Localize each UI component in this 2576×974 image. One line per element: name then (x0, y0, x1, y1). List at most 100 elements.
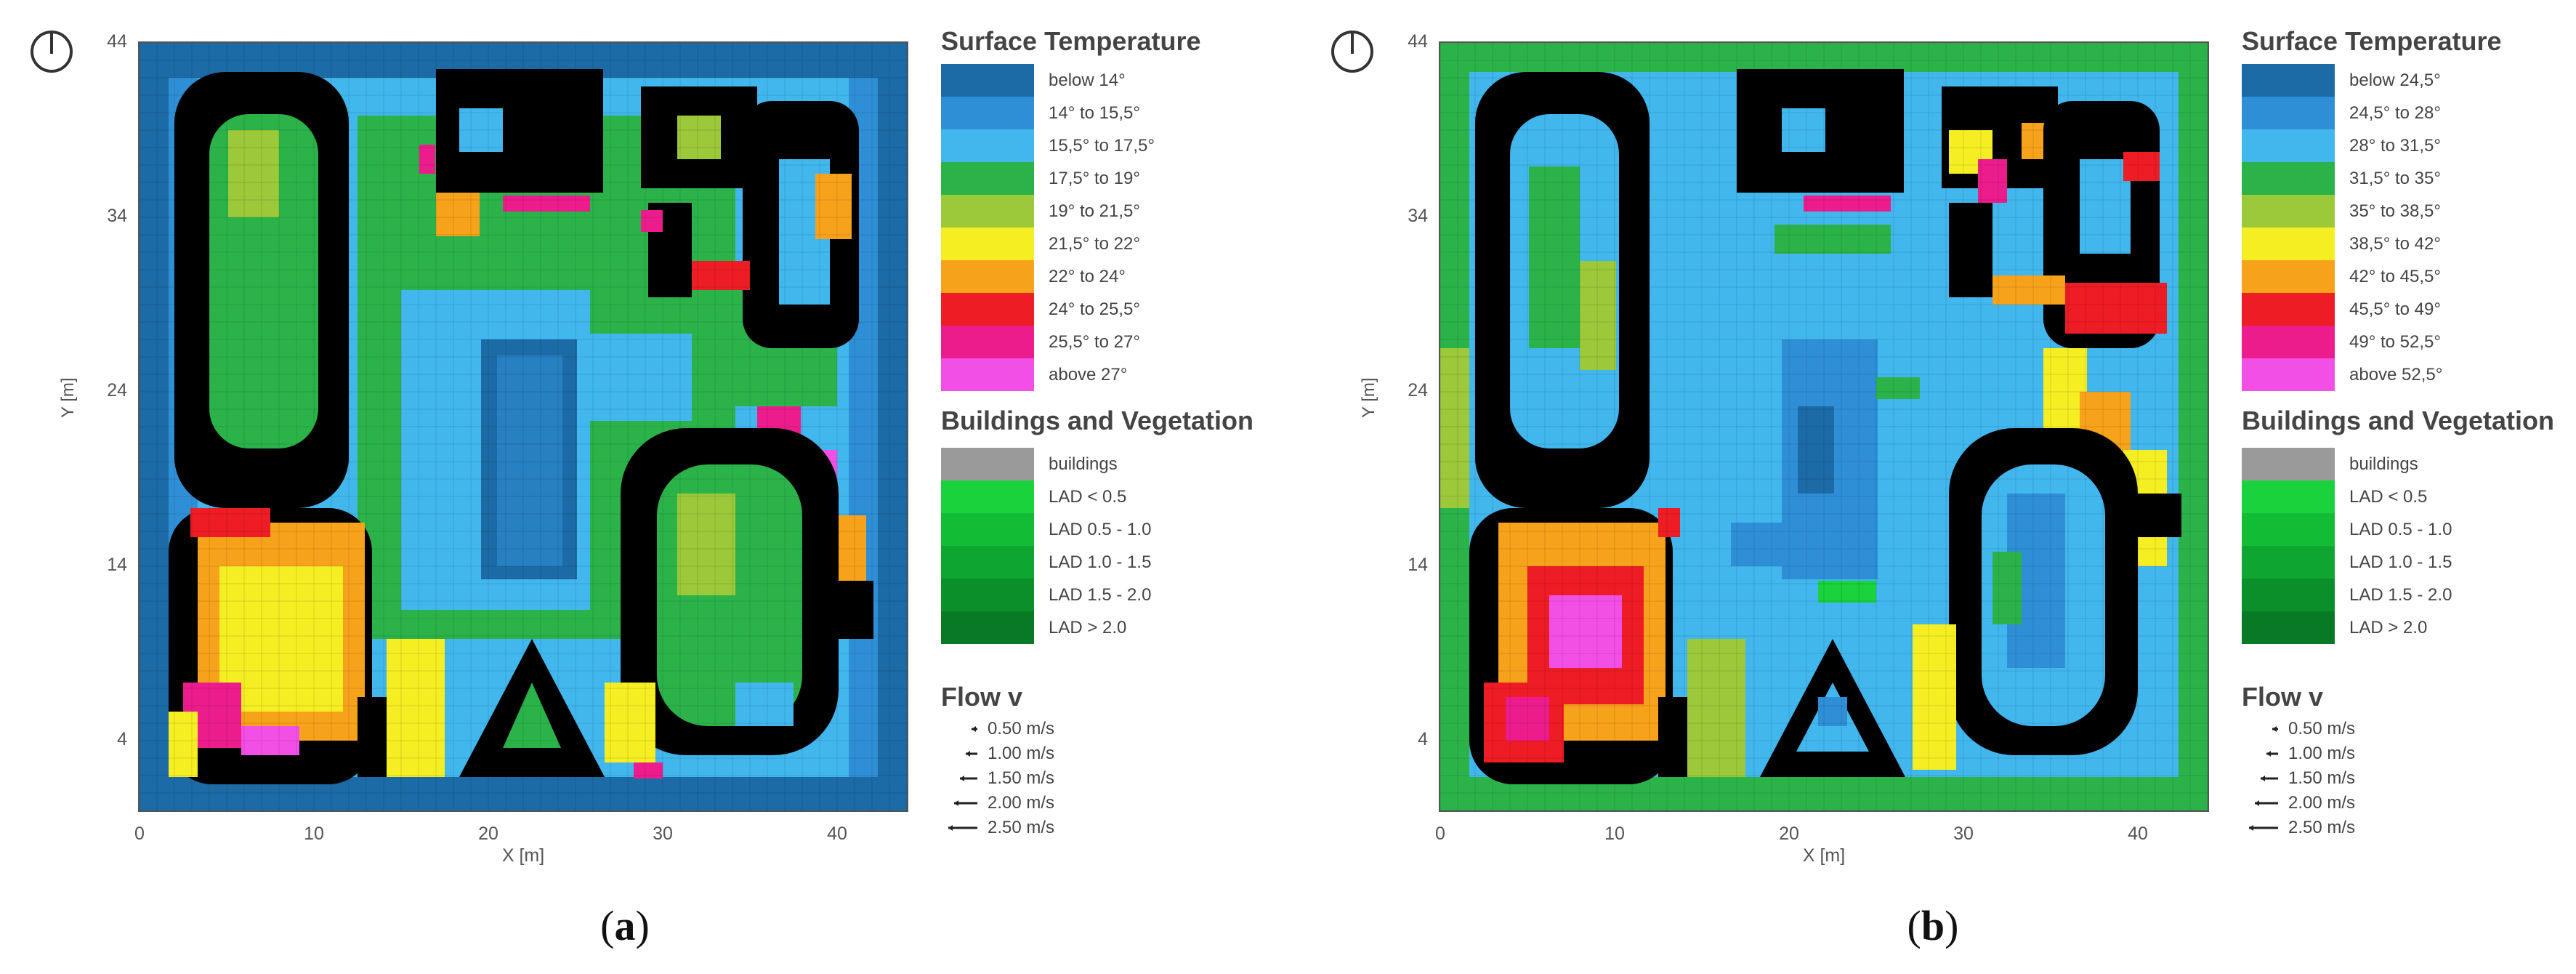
x-tick: 20 (478, 824, 498, 844)
flow-class-label: 0.50 m/s (988, 719, 1055, 738)
temperature-class: 45,5° to 49° (2242, 293, 2576, 326)
temperature-class: 24,5° to 28° (2242, 97, 2576, 129)
temperature-class: 24° to 25,5° (941, 293, 1283, 326)
temperature-swatch (941, 228, 1034, 260)
y-tick: 24 (107, 380, 127, 401)
flow-legend: 0.50 m/s 1.00 m/s 1.50 m/s 2.00 m/s 2.50 m/s (948, 717, 1283, 840)
flow-class: 1.00 m/s (2249, 741, 2576, 766)
temperature-swatch (2242, 129, 2335, 162)
vegetation-class-label: LAD 1.5 - 2.0 (1049, 584, 1152, 605)
temperature-class-label: above 52,5° (2349, 364, 2443, 385)
temperature-legend-title: Surface Temperature (2242, 26, 2502, 56)
flow-class-label: 2.50 m/s (988, 818, 1055, 837)
vegetation-class-label: LAD 1.0 - 1.5 (1049, 552, 1152, 572)
temperature-swatch (941, 195, 1034, 228)
temperature-class-label: 14° to 15,5° (1049, 102, 1140, 123)
vegetation-legend: buildings LAD < 0.5 LAD 0.5 - 1.0 LAD 1.0 -… (2242, 448, 2576, 644)
temperature-class-label: 38,5° to 42° (2349, 233, 2441, 254)
x-tick: 40 (827, 824, 847, 844)
temperature-class: 14° to 15,5° (941, 97, 1283, 129)
temperature-swatch (2242, 64, 2335, 97)
flow-arrow-icon (2266, 751, 2278, 757)
y-tick: 14 (1408, 555, 1428, 575)
flow-class-label: 1.50 m/s (2288, 768, 2356, 788)
vegetation-swatch (941, 546, 1034, 579)
vegetation-swatch (941, 611, 1034, 644)
vegetation-swatch (2242, 546, 2335, 579)
vegetation-legend-title: Buildings and Vegetation (941, 406, 1254, 435)
temperature-swatch (2242, 260, 2335, 293)
temperature-legend-title: Surface Temperature (941, 26, 1201, 56)
temperature-swatch (2242, 228, 2335, 260)
vegetation-class-label: LAD < 0.5 (1049, 486, 1127, 507)
flow-arrow-icon (2255, 800, 2278, 806)
vegetation-class-label: LAD > 2.0 (2349, 617, 2428, 637)
temperature-swatch (941, 162, 1034, 195)
legend-a: Surface Temperature below 14° 14° to 15,5… (941, 26, 1283, 840)
temperature-class-label: 45,5° to 49° (2349, 299, 2441, 319)
temperature-class-label: 25,5° to 27° (1049, 331, 1140, 352)
vegetation-swatch (2242, 611, 2335, 644)
temperature-class: above 27° (941, 358, 1283, 391)
temperature-class: below 14° (941, 64, 1283, 97)
vegetation-class: LAD 1.0 - 1.5 (941, 546, 1283, 579)
temperature-class: below 24,5° (2242, 64, 2576, 97)
flow-class: 2.00 m/s (2249, 791, 2576, 816)
flow-class: 1.00 m/s (948, 741, 1283, 766)
temperature-class: 31,5° to 35° (2242, 162, 2576, 195)
temperature-swatch (941, 326, 1034, 358)
temperature-class: 22° to 24° (941, 260, 1283, 293)
vegetation-class: LAD 0.5 - 1.0 (2242, 513, 2576, 546)
flow-class-label: 0.50 m/s (2288, 719, 2356, 738)
temperature-swatch (941, 129, 1034, 162)
x-axis-label: X [m] (1802, 845, 1846, 866)
temperature-class-label: below 24,5° (2349, 70, 2441, 90)
flow-class: 1.50 m/s (948, 766, 1283, 791)
vegetation-class-label: buildings (2349, 454, 2418, 474)
temperature-class: 42° to 45,5° (2242, 260, 2576, 293)
flow-arrow-icon (954, 800, 977, 806)
north-arrow-icon (1331, 31, 1373, 73)
vegetation-swatch (941, 579, 1034, 611)
north-arrow-icon (31, 31, 73, 73)
temperature-class: 21,5° to 22° (941, 228, 1283, 260)
temperature-class-label: 22° to 24° (1049, 266, 1126, 286)
temperature-class-label: 28° to 31,5° (2349, 135, 2441, 156)
flow-class-label: 2.50 m/s (2288, 818, 2356, 837)
vegetation-class: LAD > 2.0 (2242, 611, 2576, 644)
temperature-swatch (941, 64, 1034, 97)
vegetation-class: LAD > 2.0 (941, 611, 1283, 644)
flow-arrow-icon (960, 776, 977, 781)
temperature-class-label: 15,5° to 17,5° (1049, 135, 1155, 156)
flow-arrow-icon (966, 751, 977, 757)
vegetation-swatch (2242, 448, 2335, 480)
vegetation-class: LAD 1.5 - 2.0 (2242, 579, 2576, 611)
vegetation-swatch (941, 480, 1034, 513)
temperature-class: 19° to 21,5° (941, 195, 1283, 228)
flow-arrow-icon (2249, 825, 2278, 831)
flow-class-label: 1.00 m/s (2288, 744, 2356, 763)
temperature-class: 17,5° to 19° (941, 162, 1283, 195)
vegetation-class-label: LAD > 2.0 (1049, 617, 1127, 637)
flow-class-label: 1.00 m/s (988, 744, 1055, 763)
vegetation-class: LAD < 0.5 (2242, 480, 2576, 513)
vegetation-class: LAD 1.0 - 1.5 (2242, 546, 2576, 579)
vegetation-class-label: LAD 1.5 - 2.0 (2349, 584, 2452, 605)
flow-class-label: 2.00 m/s (2288, 793, 2356, 813)
temperature-swatch (941, 358, 1034, 391)
vegetation-legend: buildings LAD < 0.5 LAD 0.5 - 1.0 LAD 1.0 -… (941, 448, 1283, 644)
vegetation-class-label: LAD 1.0 - 1.5 (2349, 552, 2452, 572)
temperature-class: 15,5° to 17,5° (941, 129, 1283, 162)
temperature-swatch (2242, 358, 2335, 391)
temperature-swatch (2242, 326, 2335, 358)
temperature-class: 38,5° to 42° (2242, 228, 2576, 260)
x-tick: 20 (1779, 824, 1799, 844)
temperature-class-label: 17,5° to 19° (1049, 168, 1140, 188)
y-tick: 14 (107, 555, 127, 575)
flow-class: 0.50 m/s (948, 717, 1283, 741)
temperature-class: 49° to 52,5° (2242, 326, 2576, 358)
flow-legend-title: Flow v (941, 682, 1023, 712)
vegetation-swatch (2242, 513, 2335, 546)
temperature-swatch (2242, 162, 2335, 195)
temperature-class-label: 19° to 21,5° (1049, 201, 1140, 221)
